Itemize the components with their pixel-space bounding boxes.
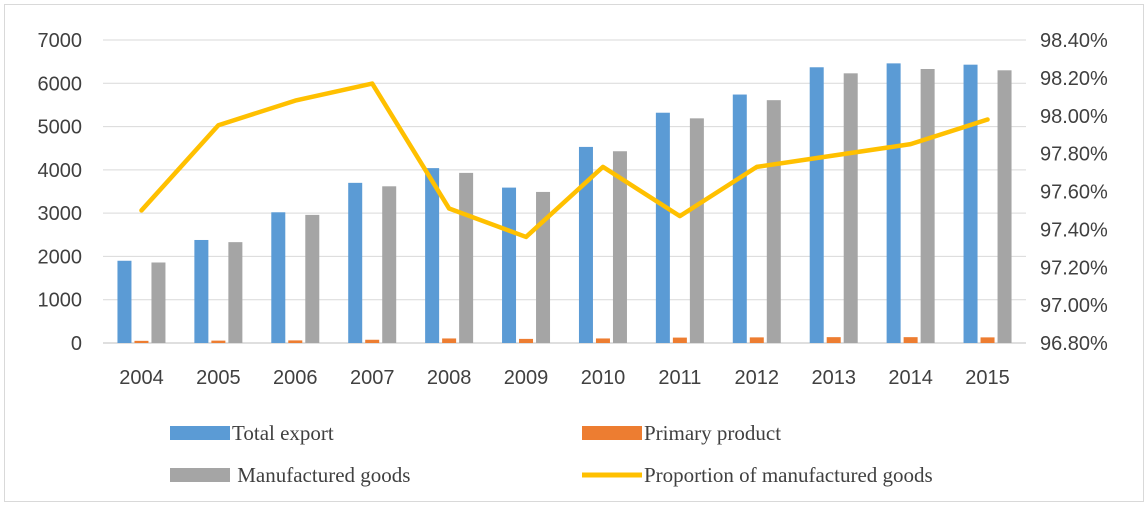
bar-manufactured-goods bbox=[459, 172, 474, 343]
left-tick-label: 5000 bbox=[38, 117, 83, 139]
right-tick-label: 96.80% bbox=[1040, 333, 1108, 355]
grid-lines bbox=[103, 39, 1026, 344]
bar-manufactured-goods bbox=[843, 73, 858, 343]
bar-total-export bbox=[809, 67, 824, 344]
x-tick-label: 2012 bbox=[735, 367, 780, 389]
x-tick-label: 2007 bbox=[350, 367, 395, 389]
bar-manufactured-goods bbox=[382, 186, 397, 343]
right-tick-label: 97.20% bbox=[1040, 257, 1108, 279]
bar-primary-product bbox=[442, 338, 457, 343]
bar-manufactured-goods bbox=[228, 242, 243, 343]
x-tick-label: 2004 bbox=[119, 367, 164, 389]
bar-total-export bbox=[425, 168, 440, 343]
right-tick-label: 98.00% bbox=[1040, 106, 1108, 128]
line-series bbox=[139, 81, 990, 240]
left-tick-label: 0 bbox=[71, 333, 82, 355]
bar-total-export bbox=[348, 182, 363, 343]
right-tick-label: 97.80% bbox=[1040, 144, 1108, 166]
legend-label: Total export bbox=[232, 421, 334, 445]
bar-primary-product bbox=[288, 340, 303, 343]
bar-primary-product bbox=[980, 337, 995, 343]
bar-total-export bbox=[963, 64, 978, 344]
bar-manufactured-goods bbox=[305, 214, 320, 343]
right-tick-label: 97.00% bbox=[1040, 295, 1108, 317]
x-tick-label: 2005 bbox=[196, 367, 241, 389]
legend-label: Manufactured goods bbox=[232, 463, 410, 487]
chart-frame bbox=[4, 4, 1144, 502]
bar-manufactured-goods bbox=[920, 69, 935, 343]
x-tick-label: 2011 bbox=[658, 367, 701, 389]
left-tick-label: 6000 bbox=[38, 73, 83, 95]
bar-total-export bbox=[194, 239, 209, 343]
x-tick-label: 2015 bbox=[965, 367, 1010, 389]
x-tick-label: 2009 bbox=[504, 367, 549, 389]
x-axis: 2004 2005 2006 2007 2008 2009 2010 2011 2012 2013… bbox=[119, 367, 1010, 389]
bar-total-export bbox=[655, 112, 670, 343]
bars bbox=[117, 63, 1012, 344]
bar-primary-product bbox=[672, 337, 687, 343]
x-tick-label: 2006 bbox=[273, 367, 318, 389]
bar-primary-product bbox=[595, 338, 610, 343]
left-tick-label: 4000 bbox=[38, 160, 83, 182]
bar-total-export bbox=[502, 187, 517, 343]
bar-manufactured-goods bbox=[997, 70, 1012, 344]
left-tick-label: 3000 bbox=[38, 203, 83, 225]
bar-total-export bbox=[117, 260, 132, 343]
bar-primary-product bbox=[749, 337, 764, 343]
bar-manufactured-goods bbox=[536, 191, 551, 343]
bar-primary-product bbox=[134, 340, 149, 343]
bar-primary-product bbox=[903, 337, 918, 343]
bar-total-export bbox=[271, 212, 286, 343]
bar-total-export bbox=[886, 63, 901, 343]
right-tick-label: 97.40% bbox=[1040, 219, 1108, 241]
legend-label: Proportion of manufactured goods bbox=[644, 463, 933, 487]
bar-total-export bbox=[578, 146, 593, 343]
proportion-line bbox=[139, 81, 990, 240]
right-tick-label: 98.20% bbox=[1040, 68, 1108, 90]
left-tick-label: 7000 bbox=[38, 30, 83, 52]
bar-primary-product bbox=[519, 338, 534, 343]
bar-primary-product bbox=[211, 340, 226, 343]
legend-swatch bbox=[170, 468, 230, 482]
bar-manufactured-goods bbox=[766, 100, 781, 343]
bar-manufactured-goods bbox=[151, 262, 166, 343]
bar-primary-product bbox=[365, 339, 380, 343]
bar-total-export bbox=[732, 94, 747, 343]
x-tick-label: 2013 bbox=[811, 367, 856, 389]
x-tick-label: 2010 bbox=[581, 367, 626, 389]
x-tick-label: 2014 bbox=[888, 367, 933, 389]
right-tick-label: 98.40% bbox=[1040, 30, 1108, 52]
right-axis: 96.80% 97.00% 97.20% 97.40% 97.60% 97.80% 98.0… bbox=[1040, 30, 1108, 355]
legend-swatch bbox=[582, 426, 642, 440]
bar-primary-product bbox=[826, 337, 841, 343]
legend-swatch bbox=[170, 426, 230, 440]
legend: Total export Primary product Manufactured… bbox=[170, 421, 933, 487]
bar-manufactured-goods bbox=[612, 151, 627, 343]
left-tick-label: 2000 bbox=[38, 246, 83, 268]
left-tick-label: 1000 bbox=[38, 290, 83, 312]
x-tick-label: 2008 bbox=[427, 367, 472, 389]
left-axis: 0 1000 2000 3000 4000 5000 6000 7000 bbox=[38, 30, 83, 355]
right-tick-label: 97.60% bbox=[1040, 182, 1108, 204]
legend-label: Primary product bbox=[644, 421, 781, 445]
bar-manufactured-goods bbox=[689, 118, 704, 344]
